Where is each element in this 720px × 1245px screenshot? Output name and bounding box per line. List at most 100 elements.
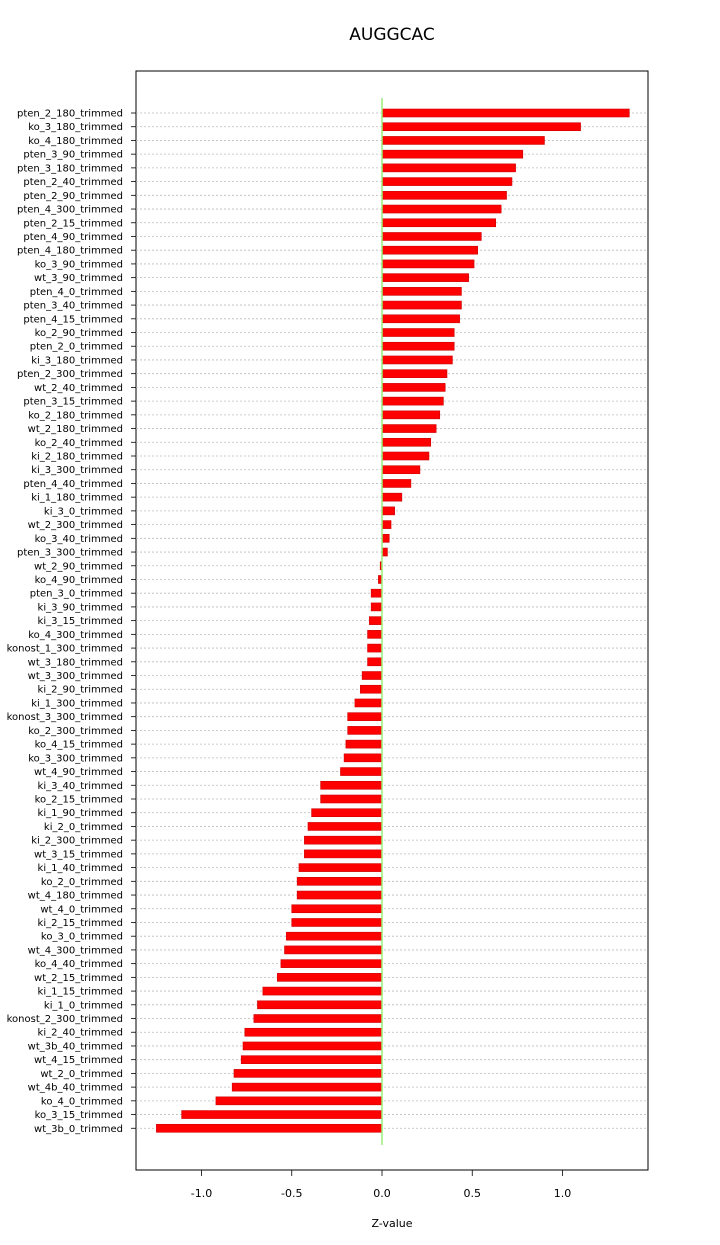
bar [280,959,383,968]
category-label: ki_3_90_trimmed [38,602,123,613]
category-label: wt_3_180_trimmed [28,657,123,668]
category-label: ki_1_15_trimmed [38,987,123,998]
category-label: pten_3_300_trimmed [17,548,123,559]
bar [381,177,513,186]
category-label: konost_1_300_trimmed [7,644,123,655]
category-label: pten_3_180_trimmed [17,163,123,174]
category-label: ki_3_0_trimmed [44,506,123,517]
bar [296,890,383,900]
bars [156,108,630,1133]
category-label: wt_2_40_trimmed [34,383,123,394]
bar [262,986,383,996]
bar [307,822,383,831]
bar [381,451,430,461]
category-label: pten_4_180_trimmed [17,246,123,257]
category-label: wt_2_300_trimmed [28,520,123,531]
category-label: ko_3_15_trimmed [35,1110,123,1121]
category-label: pten_4_0_trimmed [30,287,123,298]
category-label: ko_4_180_trimmed [28,136,123,147]
category-label: pten_2_40_trimmed [23,177,123,188]
category-label: ko_2_40_trimmed [35,438,123,449]
bar [381,108,630,118]
bar [354,698,383,708]
category-label: pten_2_15_trimmed [23,218,123,229]
bar [381,465,421,475]
category-label: wt_2_0_trimmed [40,1069,123,1080]
bar [370,588,383,598]
bar [381,520,392,529]
category-label: pten_4_15_trimmed [23,314,123,325]
category-labels: pten_2_180_trimmed ko_3_180_trimmed ko_4_1… [7,109,136,1135]
bar [367,643,383,653]
category-label: wt_3_90_trimmed [34,273,123,284]
bar [381,273,469,282]
bar [320,794,383,804]
bar [156,1123,383,1133]
category-label: wt_3b_40_trimmed [28,1041,123,1052]
bar [381,479,412,488]
bar [181,1110,383,1119]
bar [253,1014,383,1023]
bar [381,287,462,296]
bar [304,849,383,859]
category-label: ki_2_0_trimmed [44,822,123,833]
category-label: ko_3_40_trimmed [35,534,123,545]
bar [381,314,460,324]
category-label: konost_2_300_trimmed [7,1014,123,1025]
category-label: pten_2_300_trimmed [17,369,123,380]
category-label: ko_3_90_trimmed [35,259,123,270]
bar [381,396,444,406]
bar [381,232,482,241]
bar [381,534,390,543]
bar [381,369,448,378]
bar [381,383,446,392]
category-label: pten_2_180_trimmed [17,109,123,120]
category-label: pten_4_300_trimmed [17,205,123,216]
bar [244,1027,383,1037]
bar [360,684,383,694]
bar [381,506,395,516]
bar [381,163,516,173]
chart-title: AUGGCAC [349,25,435,45]
category-label: pten_4_90_trimmed [23,232,123,243]
category-label: ki_2_300_trimmed [31,836,123,847]
bar [381,492,403,502]
category-label: ko_4_90_trimmed [35,575,123,586]
x-tick-label: 1.0 [554,1187,572,1200]
bar [311,808,383,818]
category-label: pten_2_90_trimmed [23,191,123,202]
category-label: ki_1_90_trimmed [38,808,123,819]
bar [298,863,383,872]
category-label: pten_3_90_trimmed [23,150,123,161]
bar [367,630,383,639]
bar [381,355,453,365]
category-label: ki_3_15_trimmed [38,616,123,627]
x-tick-label: 0.0 [373,1187,391,1200]
category-label: pten_3_0_trimmed [30,589,123,600]
category-label: ko_4_0_trimmed [41,1096,123,1107]
bar [304,835,383,845]
bar [381,259,475,269]
category-label: wt_4_0_trimmed [40,904,123,915]
bar [381,437,432,447]
category-label: wt_4_15_trimmed [34,1055,123,1066]
bar [381,122,581,132]
bar [381,547,388,557]
x-tick-label: -0.5 [281,1187,302,1200]
category-label: ko_4_300_trimmed [28,630,123,641]
bar [340,767,383,776]
bar [381,328,455,337]
category-label: ko_4_15_trimmed [35,740,123,751]
category-label: ko_4_40_trimmed [35,959,123,970]
bar [381,218,497,228]
category-label: wt_4_180_trimmed [28,891,123,902]
category-label: konost_3_300_trimmed [7,712,123,723]
category-label: ki_1_180_trimmed [31,493,123,504]
bar [367,657,383,667]
category-label: ko_3_180_trimmed [28,122,123,133]
category-label: wt_4_300_trimmed [28,945,123,956]
bar [381,191,507,200]
category-label: pten_3_15_trimmed [23,397,123,408]
bar [381,204,502,214]
bar [343,753,383,763]
